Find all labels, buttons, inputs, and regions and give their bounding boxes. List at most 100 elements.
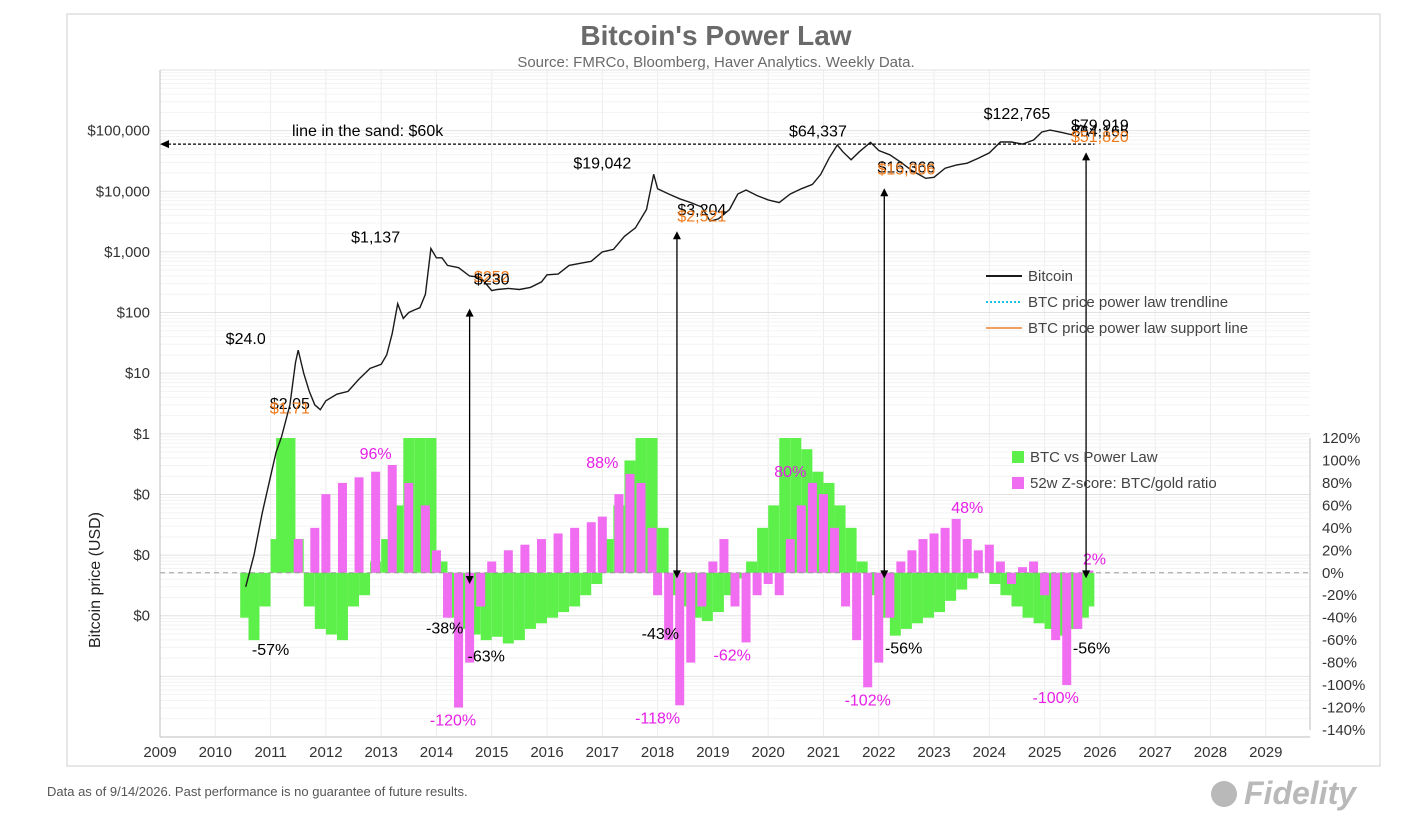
bar-btc-vs-power-law [1011,572,1023,607]
bar-label: 2% [1083,552,1106,569]
bar-label: -56% [1073,641,1110,658]
x-tick-label: 2011 [254,744,286,761]
bar-btc-vs-power-law [248,572,260,641]
bar-btc-vs-power-law [768,505,780,573]
x-tick-label: 2020 [751,744,784,761]
bar-btc-vs-power-law [436,561,448,573]
arrow-head-down [465,576,474,584]
arrow-head-up [672,231,681,240]
bar-btc-vs-power-law [1066,572,1078,629]
bar-btc-vs-power-law [602,539,614,573]
bar-btc-vs-power-law [690,572,702,618]
bar-zscore [818,494,828,573]
price-label: $2,521 [677,209,726,226]
bar-btc-vs-power-law [547,572,559,618]
x-tick-label: 2017 [586,744,619,761]
arrow-head-down [672,570,681,579]
bar-zscore [1051,572,1061,641]
y2-tick-label: 120% [1322,430,1360,447]
bar-btc-vs-power-law [1077,572,1089,618]
fidelity-logo: Fidelity [1208,772,1398,816]
bar-zscore [536,539,546,573]
bar-btc-vs-power-law [712,572,724,613]
bar-btc-vs-power-law [469,572,481,635]
x-tick-label: 2027 [1139,744,1172,761]
arrow-head-up [880,188,889,197]
price-label: $252 [474,269,510,286]
x-tick-label: 2023 [917,744,950,761]
bar-btc-vs-power-law [314,572,326,629]
bar-zscore [586,522,596,573]
bar-zscore [763,572,773,584]
bar-zscore [487,561,497,573]
arrow-head-up [465,308,474,317]
bar-zscore [1073,572,1083,629]
price-label: $3,204 [677,202,726,219]
bar-label: -43% [642,626,679,643]
bar-label: -38% [426,620,463,637]
bar-zscore [1029,561,1039,573]
bar-btc-vs-power-law [348,572,360,607]
bar-zscore [454,572,464,708]
y2-tick-label: -100% [1322,677,1365,694]
bar-btc-vs-power-law [425,438,437,573]
y-tick-label: $100 [117,305,150,322]
bar-zscore [708,561,718,573]
bar-zscore [984,544,994,573]
y2-tick-label: 100% [1322,452,1360,469]
bar-zscore [951,518,961,573]
bar-btc-vs-power-law [259,572,271,607]
arrow-head-down [1082,570,1091,579]
y-tick-label: $100,000 [87,123,150,140]
bar-zscore [774,572,784,596]
price-label: $16,366 [877,159,935,176]
x-tick-label: 2029 [1249,744,1282,761]
y2-tick-label: -80% [1322,655,1357,672]
legend-label: BTC price power law support line [1028,320,1248,337]
x-tick-label: 2016 [530,744,563,761]
bar-btc-vs-power-law [325,572,337,635]
bar-btc-vs-power-law [558,572,570,613]
bar-btc-vs-power-law [1022,572,1034,618]
bar-btc-vs-power-law [801,449,813,573]
bar-zscore [1006,572,1016,584]
x-tick-label: 2021 [807,744,840,761]
bar-btc-vs-power-law [945,572,957,601]
y-tick-label: $1,000 [104,244,150,261]
bar-btc-vs-power-law [889,572,901,636]
bar-zscore [420,505,430,573]
legend-swatch [1012,451,1024,463]
bar-btc-vs-power-law [856,561,868,573]
bar-zscore [719,539,729,573]
bar-zscore [465,572,475,663]
bar-zscore [321,494,331,573]
price-label: $1,137 [351,230,400,247]
legend: Bitcoin BTC price power law trendline BTC … [986,268,1248,492]
bar-zscore [675,572,685,706]
y-tick-label: $0 [133,547,150,564]
price-lines [245,124,1090,587]
bar-zscore [570,527,580,573]
bar-btc-vs-power-law [757,527,769,573]
bar-btc-vs-power-law [823,482,835,573]
bar-zscore [371,471,381,573]
x-tick-label: 2010 [199,744,232,761]
y2-tick-label: -60% [1322,632,1357,649]
bar-label: -62% [714,647,751,664]
bar-btc-vs-power-law [967,572,979,579]
bar-zscore [874,572,884,663]
bar-btc-vs-power-law [284,438,296,573]
bar-label: -120% [430,713,476,730]
bar-zscore [310,527,320,573]
legend-label: 52w Z-score: BTC/gold ratio [1030,475,1217,492]
bar-zscore [636,482,646,573]
bar-btc-vs-power-law [336,572,348,641]
bar-btc-vs-power-law [1033,572,1045,624]
bar-btc-vs-power-law [591,572,603,584]
bar-zscore [404,482,414,573]
bar-label: -57% [252,642,289,659]
bar-zscore [337,482,347,573]
bar-btc-vs-power-law [723,572,735,596]
bar-btc-vs-power-law [480,572,492,641]
x-tick-label: 2028 [1194,744,1227,761]
